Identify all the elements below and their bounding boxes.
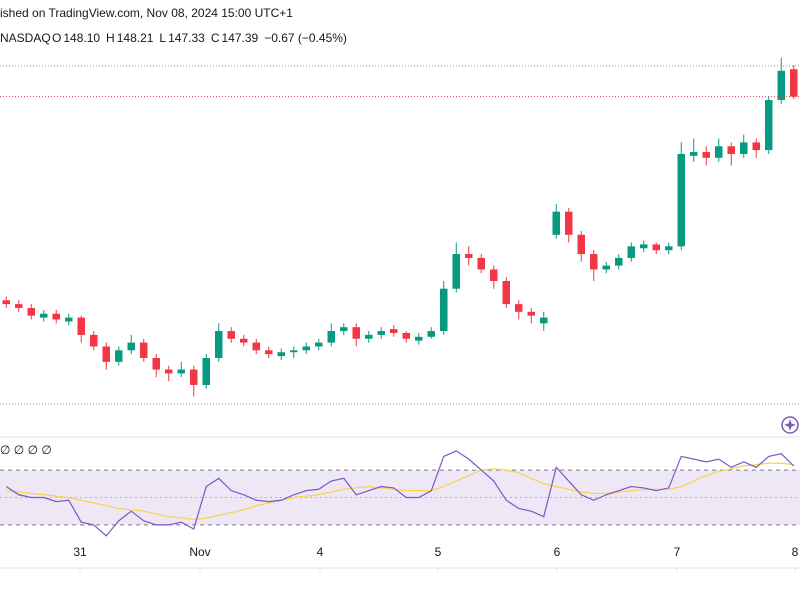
candle-body	[452, 254, 460, 289]
candle-body	[540, 317, 548, 324]
candle-body	[765, 100, 773, 151]
candle-body	[65, 317, 73, 322]
candle-body	[527, 311, 535, 316]
candle-body	[790, 69, 798, 97]
candle-body	[165, 369, 173, 374]
price-change: −0.67 (−0.45%)	[264, 31, 347, 45]
candle-body	[215, 331, 223, 358]
x-tick-label: 5	[435, 545, 442, 559]
candle-body	[677, 153, 685, 247]
candle-body	[390, 329, 398, 333]
candle-body	[365, 334, 373, 339]
ohlc-value: 148.10	[63, 31, 100, 45]
rsi-line	[5, 450, 795, 537]
candle-body	[602, 265, 610, 270]
candle-body	[52, 313, 60, 320]
ohlc-value: 147.39	[221, 31, 258, 45]
candle-body	[377, 331, 385, 335]
candle-body	[265, 350, 273, 355]
x-tick-label: 8	[792, 545, 799, 559]
candle-body	[577, 234, 585, 255]
candle-body	[327, 331, 335, 343]
candle-body	[440, 288, 448, 332]
candle-body	[15, 304, 23, 308]
candle-body	[777, 70, 785, 101]
ohlc-value: 147.33	[168, 31, 205, 45]
candle-body	[490, 269, 498, 281]
candle-body	[690, 152, 698, 156]
symbol: NASDAQ	[0, 31, 51, 45]
x-tick-label: 31	[73, 545, 87, 559]
candle-body	[565, 211, 573, 235]
chart-title: ished on TradingView.com, Nov 08, 2024 1…	[0, 6, 293, 20]
x-tick-label: 7	[674, 545, 681, 559]
candle-body	[277, 352, 285, 357]
candle-body	[352, 327, 360, 339]
candle-body	[640, 244, 648, 249]
candle-body	[102, 346, 110, 362]
x-tick-label: Nov	[189, 545, 210, 559]
candle-body	[202, 358, 210, 385]
indicator-legend: ∅ ∅ ∅ ∅	[0, 443, 52, 457]
candle-body	[590, 254, 598, 270]
candle-body	[740, 142, 748, 154]
candle-body	[465, 254, 473, 258]
candle-body	[302, 346, 310, 351]
ohlc-label: C	[211, 31, 220, 45]
candle-body	[652, 244, 660, 251]
candle-body	[615, 257, 623, 266]
candle-body	[515, 304, 523, 312]
candle-body	[190, 369, 198, 385]
add-icon	[784, 419, 796, 431]
candle-body	[40, 313, 48, 318]
candle-body	[715, 146, 723, 158]
candle-body	[552, 211, 560, 235]
candle-body	[90, 334, 98, 347]
candle-body	[152, 358, 160, 370]
candle-body	[702, 152, 710, 158]
candle-body	[502, 281, 510, 305]
candle-body	[415, 336, 423, 341]
ohlc-label: L	[159, 31, 166, 45]
candle-body	[140, 342, 148, 358]
candle-body	[77, 317, 85, 335]
ohlc-label: H	[106, 31, 115, 45]
candle-body	[27, 307, 35, 316]
candle-body	[477, 257, 485, 270]
candle-body	[252, 342, 260, 351]
candle-body	[402, 332, 410, 339]
x-tick-label: 6	[554, 545, 561, 559]
candle-body	[177, 369, 185, 374]
candle-body	[240, 338, 248, 343]
candle-body	[752, 142, 760, 151]
candle-body	[627, 246, 635, 258]
candle-body	[665, 246, 673, 251]
candle-body	[315, 342, 323, 347]
candle-body	[727, 146, 735, 154]
candle-body	[340, 327, 348, 332]
candle-body	[115, 350, 123, 362]
candle-body	[227, 331, 235, 339]
ohlc-value: 148.21	[117, 31, 154, 45]
ohlc-label: O	[52, 31, 61, 45]
candle-body	[2, 300, 10, 305]
candle-body	[290, 350, 298, 353]
candle-body	[127, 342, 135, 351]
candle-body	[427, 331, 435, 337]
x-tick-label: 4	[317, 545, 324, 559]
